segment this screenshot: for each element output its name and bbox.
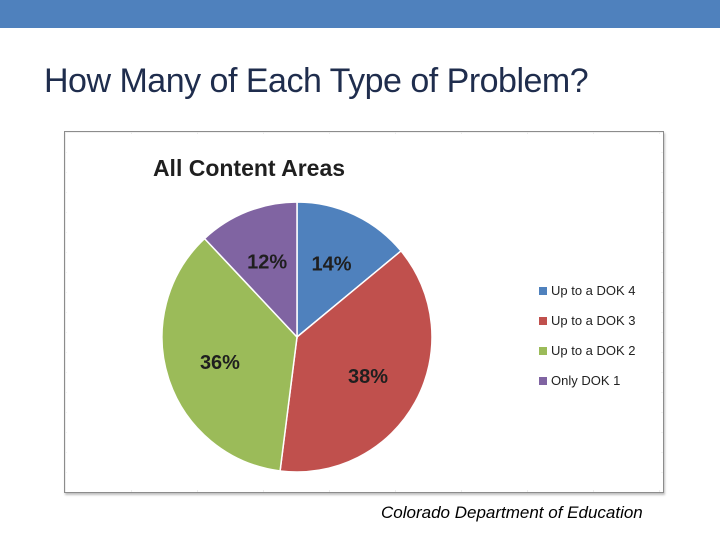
legend-swatch [539,347,547,355]
pie-slice-4 [203,201,298,339]
pie-slice-1 [296,201,403,339]
pie-data-label: 14% [311,254,351,276]
source-caption: Colorado Department of Education [381,503,643,522]
legend-label: Only DOK 1 [551,373,620,388]
chart-area: All Content Areas 14% 38% 36% 12% Up to a D… [67,134,661,490]
pie-slices [161,201,433,473]
legend-label: Up to a DOK 3 [551,313,636,328]
chart-legend: Up to a DOK 4 Up to a DOK 3 Up to a DOK 2 O… [539,283,636,388]
pie-data-labels: 14% 38% 36% 12% [200,252,388,388]
slide-title: How Many of Each Type of Problem? [44,62,589,100]
legend-swatch [539,317,547,325]
pie-data-label: 36% [200,352,240,374]
pie-chart: All Content Areas 14% 38% 36% 12% Up to a D… [153,155,636,473]
legend-label: Up to a DOK 2 [551,343,636,358]
pie-data-label: 38% [348,366,388,388]
legend-label: Up to a DOK 4 [551,283,636,298]
legend-swatch [539,377,547,385]
pie-slice-3 [161,237,298,472]
top-accent-bar [0,0,720,28]
pie-data-label: 12% [247,252,287,274]
chart-title: All Content Areas [153,155,345,181]
pie-slice-2 [279,249,433,473]
legend-swatch [539,287,547,295]
chart-frame: All Content Areas 14% 38% 36% 12% Up to a D… [64,131,664,493]
